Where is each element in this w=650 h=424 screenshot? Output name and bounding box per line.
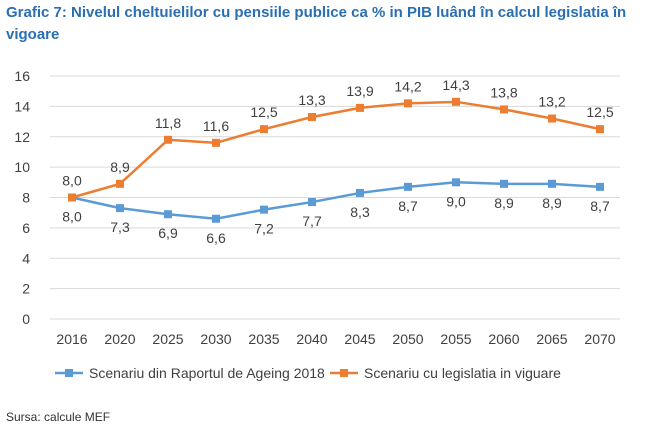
data-label: 6,9 bbox=[158, 225, 178, 241]
data-point bbox=[452, 178, 460, 187]
data-point bbox=[356, 188, 364, 197]
data-label: 7,2 bbox=[254, 221, 274, 237]
data-point bbox=[500, 179, 508, 188]
data-label: 6,6 bbox=[206, 230, 226, 246]
data-point bbox=[596, 182, 604, 191]
data-label: 7,7 bbox=[302, 213, 322, 229]
legend: Scenariu din Raportul de Ageing 2018 Scen… bbox=[55, 365, 561, 381]
y-tick-label: 2 bbox=[22, 281, 30, 297]
x-tick-label: 2025 bbox=[152, 331, 183, 347]
data-point bbox=[548, 179, 556, 188]
data-point bbox=[164, 135, 172, 144]
y-tick-label: 10 bbox=[14, 159, 30, 175]
y-tick-label: 0 bbox=[22, 311, 30, 327]
data-point bbox=[356, 103, 364, 112]
data-point bbox=[548, 114, 556, 123]
y-tick-label: 16 bbox=[14, 68, 30, 84]
series-lines bbox=[68, 97, 604, 223]
data-label: 14,2 bbox=[394, 78, 421, 94]
data-point bbox=[452, 97, 460, 106]
x-tick-label: 2060 bbox=[488, 331, 519, 347]
data-label: 14,3 bbox=[442, 77, 469, 93]
data-label: 9,0 bbox=[446, 193, 466, 209]
y-tick-label: 6 bbox=[22, 220, 30, 236]
data-label: 13,3 bbox=[298, 92, 325, 108]
x-tick-label: 2050 bbox=[392, 331, 423, 347]
x-tick-label: 2035 bbox=[248, 331, 279, 347]
data-label: 13,2 bbox=[538, 94, 565, 110]
data-label: 13,9 bbox=[346, 83, 373, 99]
data-point bbox=[308, 113, 316, 122]
x-tick-label: 2040 bbox=[296, 331, 327, 347]
data-labels: 8,0 7,3 6,9 6,6 7,2 7,7 8,3 8,7 9,0 8,9 8,9 8,7 8,0 8… bbox=[62, 77, 614, 246]
data-label: 8,9 bbox=[494, 195, 514, 211]
x-tick-label: 2020 bbox=[104, 331, 135, 347]
data-label: 11,6 bbox=[203, 118, 229, 134]
x-tick-label: 2055 bbox=[440, 331, 471, 347]
x-axis-ticks: 2016 2020 2025 2030 2035 2040 2045 2050 2055 2060… bbox=[56, 331, 615, 347]
data-point bbox=[404, 99, 412, 108]
x-tick-label: 2065 bbox=[536, 331, 567, 347]
data-label: 8,3 bbox=[350, 204, 370, 220]
data-point bbox=[260, 205, 268, 214]
legend-marker bbox=[340, 369, 348, 377]
data-label: 12,5 bbox=[250, 104, 277, 120]
gridlines bbox=[50, 75, 620, 320]
data-label: 8,0 bbox=[62, 173, 82, 189]
data-point bbox=[116, 204, 124, 213]
y-tick-label: 8 bbox=[22, 190, 30, 206]
data-point bbox=[308, 198, 316, 207]
data-point bbox=[68, 193, 76, 202]
data-point bbox=[212, 214, 220, 223]
data-point bbox=[116, 179, 124, 188]
data-point bbox=[500, 105, 508, 114]
legend-marker bbox=[65, 369, 73, 377]
data-point bbox=[596, 125, 604, 134]
source-note: Sursa: calcule MEF bbox=[6, 410, 111, 424]
y-tick-label: 12 bbox=[14, 129, 30, 145]
y-axis-ticks: 0 2 4 6 8 10 12 14 16 bbox=[14, 68, 30, 327]
legend-entry: Scenariu cu legislatia in viguare bbox=[364, 365, 561, 381]
y-tick-label: 14 bbox=[14, 98, 30, 114]
data-point bbox=[404, 182, 412, 191]
data-label: 8,0 bbox=[62, 209, 82, 225]
data-label: 8,7 bbox=[590, 198, 610, 214]
data-label: 13,8 bbox=[490, 84, 517, 100]
data-label: 8,9 bbox=[542, 195, 562, 211]
x-tick-label: 2045 bbox=[344, 331, 375, 347]
data-label: 8,9 bbox=[110, 159, 130, 175]
legend-entry: Scenariu din Raportul de Ageing 2018 bbox=[89, 365, 325, 381]
series-line bbox=[71, 181, 601, 221]
data-point bbox=[212, 138, 220, 147]
y-tick-label: 4 bbox=[22, 250, 30, 266]
x-tick-label: 2030 bbox=[200, 331, 231, 347]
chart-title: Grafic 7: Nivelul cheltuielilor cu pensi… bbox=[6, 4, 627, 43]
data-label: 11,8 bbox=[155, 115, 181, 131]
data-point bbox=[260, 125, 268, 134]
data-label: 8,7 bbox=[398, 198, 418, 214]
data-point bbox=[164, 210, 172, 219]
data-label: 7,3 bbox=[110, 219, 130, 235]
series-line bbox=[71, 100, 601, 199]
x-tick-label: 2016 bbox=[56, 331, 87, 347]
x-tick-label: 2070 bbox=[584, 331, 615, 347]
data-label: 12,5 bbox=[586, 104, 613, 120]
